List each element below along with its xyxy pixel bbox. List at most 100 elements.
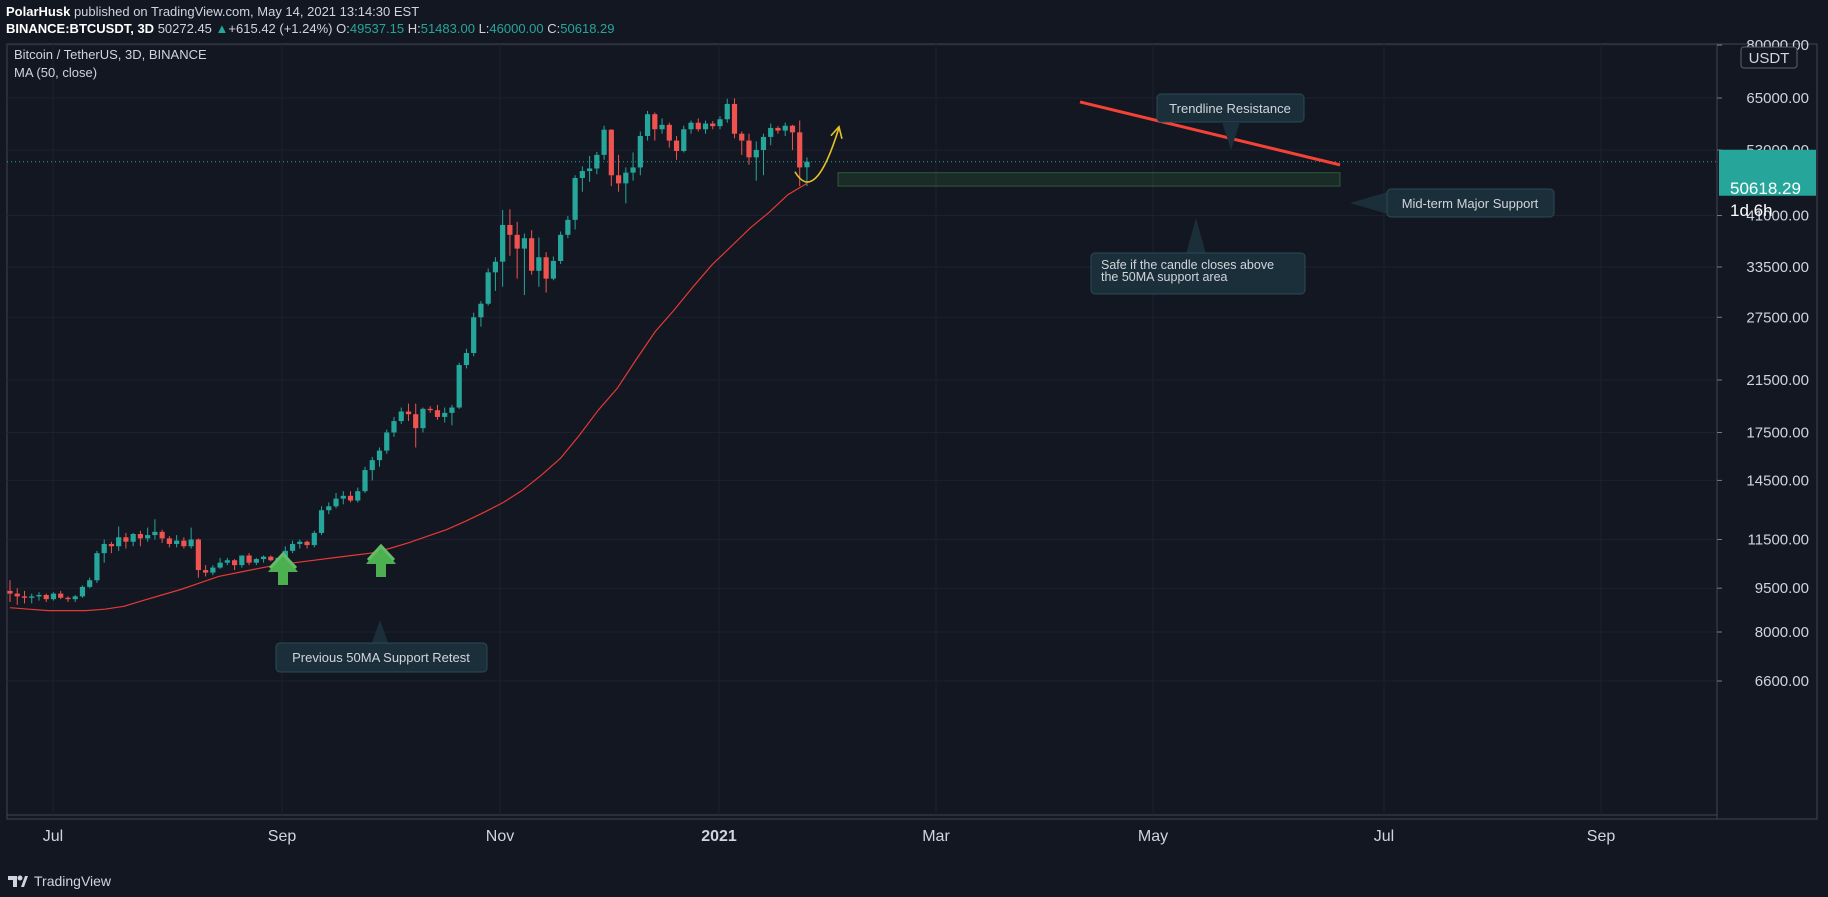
candle-body (326, 506, 332, 511)
candle-body (217, 562, 223, 568)
candle-body (355, 491, 361, 501)
candle-body (268, 556, 274, 561)
candle-body (768, 127, 774, 137)
ma-legend: MA (50, close) (14, 65, 97, 80)
open-value: 49537.15 (349, 21, 405, 36)
candle-body (79, 586, 86, 597)
candle-body (253, 559, 259, 563)
candle-body (50, 593, 57, 600)
candle-body (159, 531, 165, 539)
candle-body (543, 257, 549, 279)
candle-body (195, 539, 201, 571)
candle-body (500, 224, 506, 262)
low-label: L: (478, 21, 490, 36)
candle-body (297, 541, 303, 544)
candle-body (260, 556, 267, 560)
candle-body (137, 534, 144, 539)
trendline-callout: Trendline Resistance (1156, 93, 1305, 150)
candle-body (615, 175, 622, 184)
currency-box[interactable] (1740, 46, 1798, 69)
last-price: 50272.45 (157, 21, 212, 36)
candle-body (304, 541, 310, 546)
candle-body (43, 594, 49, 600)
candle-body (65, 597, 71, 600)
candle-body (797, 132, 803, 168)
candle-body (471, 317, 477, 354)
price-tick-label: 9500.00 (1755, 580, 1809, 597)
candle-body (666, 124, 672, 141)
candle-body (731, 103, 738, 134)
price-tick-label: 21500.00 (1746, 372, 1809, 389)
author-name[interactable]: PolarHusk (6, 4, 71, 19)
candle-body (753, 150, 759, 158)
candle-body (630, 167, 636, 173)
time-tick-label: Nov (486, 828, 514, 845)
retest-arrow-2-icon (366, 543, 396, 577)
chart-frame (6, 43, 1818, 820)
candle-body (702, 123, 709, 130)
time-tick-label: Sep (1587, 828, 1616, 845)
up-triangle-icon: ▲ (215, 21, 229, 36)
retest-arrow-1-icon (268, 551, 298, 585)
candle-body (739, 133, 745, 141)
candle-body (688, 122, 694, 130)
time-tick-label: Jul (43, 828, 63, 845)
price-tick-label: 17500.00 (1746, 424, 1809, 441)
candle-body (637, 135, 643, 168)
candle-body (152, 531, 158, 536)
overlay (794, 100, 1341, 183)
candle-body (72, 596, 78, 600)
price-chart[interactable]: 80000.0065000.0053000.0041000.0033500.00… (0, 40, 1828, 862)
candle-body (572, 177, 578, 220)
candle-body (695, 122, 701, 130)
candle-body (347, 495, 354, 501)
safe-text-line2: the 50MA support area (1101, 270, 1228, 284)
candle-body (29, 596, 35, 598)
candle-body (188, 539, 194, 547)
candle-body (376, 450, 383, 461)
candle-body (101, 543, 107, 554)
candle-body (36, 594, 42, 597)
time-tick-label: 2021 (701, 828, 737, 845)
ma-layer (9, 182, 808, 612)
candle-body (340, 495, 346, 499)
candle-body (311, 532, 317, 546)
footer-brand[interactable]: TradingView (8, 873, 111, 889)
ohlc-line: BINANCE:BTCUSDT, 3D 50272.45 ▲+615.42 (+… (6, 21, 615, 36)
candle-body (405, 411, 412, 415)
grid (7, 44, 1717, 815)
price-tick-label: 27500.00 (1746, 309, 1809, 326)
candle-body (239, 555, 245, 566)
projection-arrowhead (830, 125, 843, 139)
candle-body (601, 129, 607, 155)
currency-label: USDT (1749, 50, 1790, 67)
low-value: 46000.00 (489, 21, 544, 36)
support-text: Mid-term Major Support (1402, 196, 1539, 211)
candle-body (362, 470, 368, 492)
candle-body (507, 224, 513, 235)
candles (7, 98, 810, 605)
time-tick-label: May (1138, 828, 1168, 845)
candle-body (181, 540, 187, 547)
chart-title: Bitcoin / TetherUS, 3D, BINANCE (14, 47, 207, 62)
candle-body (289, 543, 296, 551)
candle-body (87, 580, 93, 587)
candle-body (521, 238, 527, 249)
candle-body (565, 219, 571, 235)
candle-body (384, 432, 390, 451)
candle-body (21, 596, 28, 598)
candle-body (659, 124, 665, 130)
current-price-tag (1719, 149, 1816, 196)
ma-line (9, 182, 808, 612)
candle-body (174, 540, 180, 544)
candle-body (456, 365, 462, 408)
candle-body (14, 593, 20, 597)
tradingview-logo-icon (8, 875, 28, 887)
candle-body (398, 411, 404, 422)
candle-body (478, 303, 484, 318)
candle-body (413, 414, 419, 429)
price-tick-label: 11500.00 (1748, 531, 1809, 548)
candle-body (652, 114, 658, 130)
retest-callout: Previous 50MA Support Retest (275, 620, 488, 673)
candle-body (224, 560, 230, 563)
